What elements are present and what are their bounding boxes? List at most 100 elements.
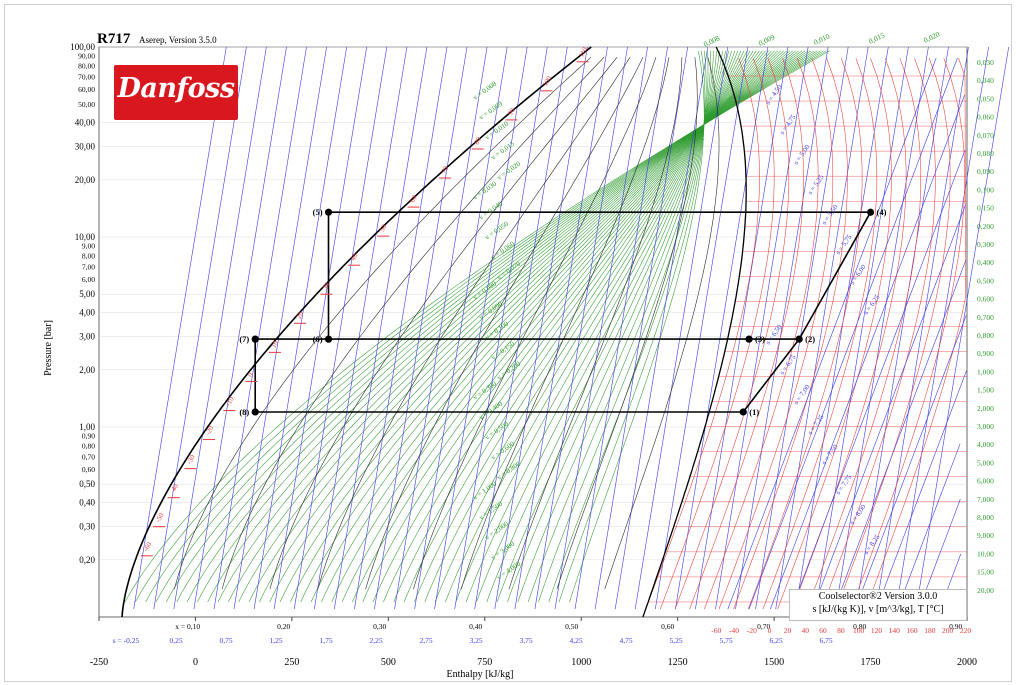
superheat-isotherm xyxy=(865,58,966,610)
volume-label: 0,080 xyxy=(977,149,994,158)
sat-temp-label: -30 xyxy=(185,453,197,466)
top-volume-label: 0,009 xyxy=(757,32,776,47)
isochore-line xyxy=(465,50,730,603)
superheat-isentrope xyxy=(897,443,961,610)
volume-label: 1,000 xyxy=(977,367,994,376)
entropy-tick-label: 2,25 xyxy=(369,636,382,645)
sat-temp-label: 0 xyxy=(246,371,255,378)
isentrope-line xyxy=(534,46,628,610)
top-volume-label: 0,008 xyxy=(702,33,721,48)
x-tick-label: -250 xyxy=(90,657,108,668)
top-volume-label: 0,010 xyxy=(812,31,831,46)
x-tick-label: 1500 xyxy=(764,657,784,668)
y-tick-label: 0,40 xyxy=(79,498,95,508)
isochore-line xyxy=(300,50,778,603)
quality-line xyxy=(269,57,618,590)
quality-tick-label: 0,80 xyxy=(853,622,866,631)
isentrope-line xyxy=(715,46,809,610)
temperature-tick-label: 60 xyxy=(819,626,827,635)
volume-label: 0,090 xyxy=(977,167,994,176)
y-tick-label: 10,00 xyxy=(75,232,96,242)
y-tick-label-minor: 9,00 xyxy=(82,242,95,251)
superheat-isotherm xyxy=(733,58,848,610)
volume-label: 0,060 xyxy=(977,113,994,122)
superheat-isentrope xyxy=(791,149,966,610)
isochore-line xyxy=(321,50,772,603)
temperature-tick-label: 20 xyxy=(784,626,792,635)
quality-tick-label: 0,70 xyxy=(757,622,770,631)
cycle-point xyxy=(251,335,259,343)
y-tick-label: 4,00 xyxy=(79,308,95,318)
y-tick-label-minor: 0,60 xyxy=(82,465,95,474)
isentrope-line xyxy=(594,46,688,610)
superheat-isotherm xyxy=(689,58,804,610)
isochore-line xyxy=(228,50,800,603)
sat-temp-label: 90 xyxy=(506,106,517,116)
volume-label: 0,150 xyxy=(977,204,994,213)
quality-tick-label: 0,40 xyxy=(469,622,482,631)
isentrope-line xyxy=(374,46,468,610)
superheat-isotherm xyxy=(850,58,965,610)
cycle-point-label: (3) xyxy=(755,334,765,344)
temperature-tick-label: 200 xyxy=(942,626,954,635)
sat-temp-label: 70 xyxy=(440,165,451,175)
twophase-volume-label: v = 0,009 xyxy=(478,99,505,121)
isentrope-line xyxy=(835,46,929,610)
x-tick-label: 250 xyxy=(284,657,299,668)
temperature-tick-label: 180 xyxy=(924,626,936,635)
superheat-isotherm xyxy=(821,58,936,610)
y-tick-label: 2,00 xyxy=(79,365,95,375)
isochore-line xyxy=(135,50,827,603)
y-tick-label: 30,00 xyxy=(75,141,96,151)
quality-tick-label: 0,30 xyxy=(373,622,386,631)
entropy-tick-label: 4,25 xyxy=(569,636,582,645)
cycle-point-label: (8) xyxy=(239,407,249,417)
entropy-tick-label: 2,75 xyxy=(419,636,432,645)
x-tick-label: 1750 xyxy=(861,657,881,668)
cycle-point xyxy=(745,335,753,343)
isentrope-line xyxy=(394,46,488,610)
x-tick-label: 500 xyxy=(381,657,396,668)
isochore-line xyxy=(197,50,809,603)
superheat-entropy-label: s = 4,75 xyxy=(778,113,798,136)
y-tick-label-minor: 60,00 xyxy=(78,85,95,94)
volume-label: 0,300 xyxy=(977,240,994,249)
isentrope-line xyxy=(153,46,247,610)
quality-line xyxy=(556,57,698,590)
volume-label: 9,000 xyxy=(977,531,994,540)
isochore-line xyxy=(476,50,726,603)
isochore-line xyxy=(414,50,745,603)
y-tick-label-minor: 70,00 xyxy=(78,72,95,81)
superheat-isentrope xyxy=(876,370,967,610)
y-tick-label: 40,00 xyxy=(75,118,96,128)
superheat-entropy-label: s = 8,00 xyxy=(848,503,868,526)
cycle-hp-path xyxy=(327,211,872,340)
volume-label: 2,000 xyxy=(977,404,994,413)
isentrope-line xyxy=(173,46,267,610)
superheat-isentrope xyxy=(748,57,958,610)
isentrope-line xyxy=(434,46,528,610)
superheat-isotherm xyxy=(762,58,878,610)
isochore-line xyxy=(383,50,754,603)
superheat-isotherm xyxy=(660,58,775,610)
volume-label: 0,100 xyxy=(977,185,994,194)
volume-label: 7,000 xyxy=(977,495,994,504)
cycle-point-label: (1) xyxy=(749,407,759,417)
superheat-isentrope xyxy=(770,94,965,610)
isochore-line xyxy=(538,50,709,603)
quality-tick-label: 0,50 xyxy=(565,622,578,631)
temperature-tick-label: 100 xyxy=(853,626,865,635)
y-tick-label: 20,00 xyxy=(75,175,96,185)
cycle-point xyxy=(795,335,803,343)
isoline-layer xyxy=(121,46,1009,618)
cycle-point-label: (6) xyxy=(313,334,323,344)
y-axis-label: Pressure [bar] xyxy=(43,320,54,376)
isentrope-line xyxy=(273,46,367,610)
sat-temp-label: -60 xyxy=(142,540,154,553)
cycle-point-label: (2) xyxy=(805,334,815,344)
entropy-tick-label: 5,25 xyxy=(669,636,682,645)
quality-tick-label: x = 0,10 xyxy=(175,622,200,631)
danfoss-logo: Danfoss xyxy=(114,65,238,120)
isentrope-line xyxy=(494,46,588,610)
isochore-line xyxy=(279,50,784,603)
